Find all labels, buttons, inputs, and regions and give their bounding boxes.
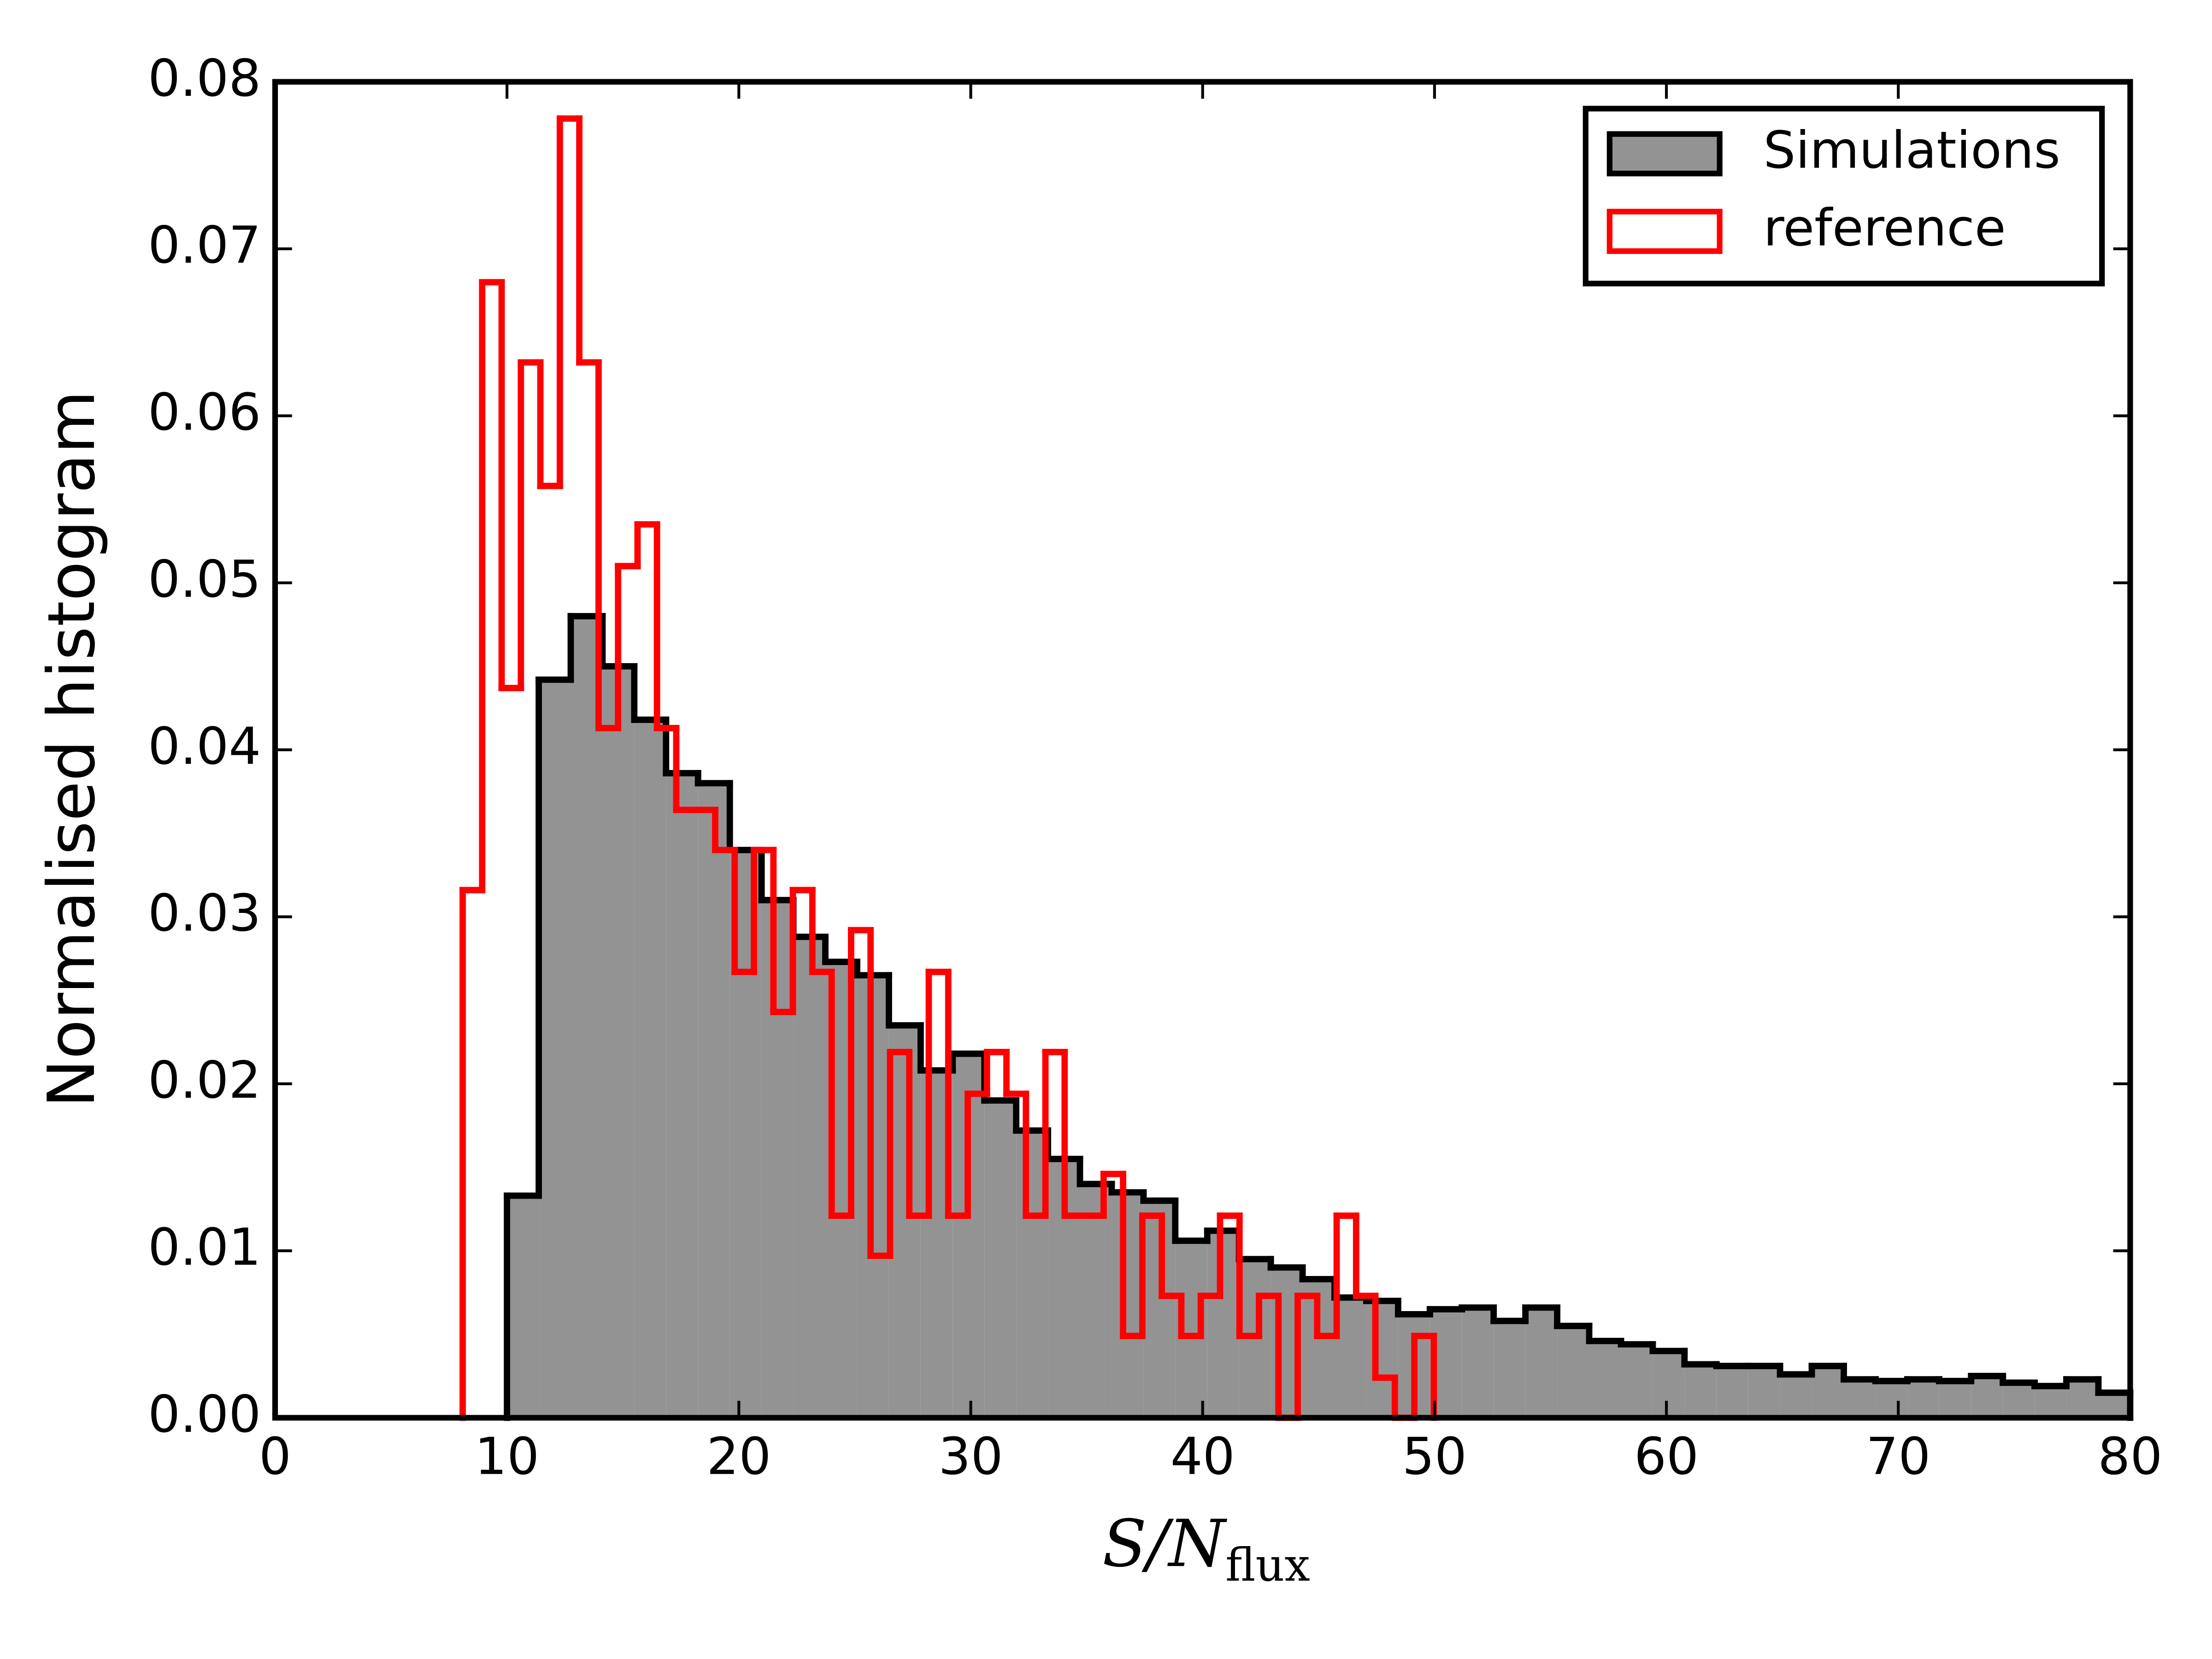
x-tick-label: 60 xyxy=(1634,1427,1699,1486)
x-tick-label: 30 xyxy=(938,1427,1003,1486)
hist-bar xyxy=(761,900,794,1418)
y-tick-label: 0.06 xyxy=(148,383,261,442)
x-tick-label: 0 xyxy=(259,1427,291,1486)
hist-bar xyxy=(1462,1307,1494,1418)
hist-bar xyxy=(888,1025,921,1418)
x-axis-label: S/Nflux xyxy=(1102,1506,1310,1592)
legend-label: Simulations xyxy=(1764,121,2060,180)
hist-bar xyxy=(1589,1341,1621,1418)
hist-bar xyxy=(1748,1366,1780,1418)
hist-bar xyxy=(2098,1393,2130,1418)
hist-bar xyxy=(602,666,635,1418)
hist-bar xyxy=(1494,1321,1526,1418)
y-tick-label: 0.00 xyxy=(148,1385,261,1444)
y-tick-label: 0.04 xyxy=(148,717,261,776)
histogram-series xyxy=(459,115,1437,1421)
hist-bar xyxy=(984,1100,1017,1418)
hist-bar xyxy=(793,936,826,1418)
hist-bar xyxy=(1812,1366,1844,1418)
x-label-main: S/N xyxy=(1102,1506,1228,1582)
x-tick-label: 40 xyxy=(1171,1427,1235,1486)
y-tick-label: 0.05 xyxy=(148,550,261,609)
y-tick-label: 0.07 xyxy=(148,216,261,275)
legend-label: reference xyxy=(1764,198,2006,257)
hist-bar xyxy=(1080,1184,1112,1418)
y-tick-label: 0.02 xyxy=(148,1051,261,1110)
hist-bar xyxy=(1844,1379,1876,1418)
hist-bar xyxy=(2066,1379,2099,1418)
hist-bar xyxy=(2035,1386,2067,1418)
hist-bar xyxy=(571,616,603,1418)
legend-swatch xyxy=(1606,209,1723,254)
x-tick-label: 50 xyxy=(1402,1427,1467,1486)
hist-bar xyxy=(1621,1344,1653,1418)
hist-bar xyxy=(1939,1381,1971,1418)
hist-bar xyxy=(666,773,698,1418)
histogram-series xyxy=(504,613,2134,1421)
hist-bar xyxy=(1780,1374,1812,1418)
x-tick-label: 10 xyxy=(475,1427,539,1486)
legend-swatch xyxy=(1606,131,1723,176)
hist-bar xyxy=(634,719,666,1418)
x-label-sub: flux xyxy=(1225,1539,1310,1592)
hist-bar xyxy=(1525,1307,1558,1418)
hist-bar xyxy=(1716,1366,1748,1418)
y-axis-label: Normalised histogram xyxy=(34,390,110,1107)
x-tick-label: 70 xyxy=(1866,1427,1930,1486)
x-tick-label: 20 xyxy=(706,1427,771,1486)
hist-bar xyxy=(1875,1381,1907,1418)
y-tick-label: 0.08 xyxy=(148,49,261,108)
y-tick-label: 0.03 xyxy=(148,884,261,943)
hist-bar xyxy=(698,783,730,1418)
hist-bar xyxy=(1335,1297,1366,1418)
y-tick-label: 0.01 xyxy=(148,1218,261,1277)
hist-bar xyxy=(1907,1379,1939,1418)
hist-bar xyxy=(2003,1382,2035,1418)
hist-bar xyxy=(507,1195,539,1418)
hist-bar xyxy=(1557,1326,1589,1418)
hist-bar xyxy=(1653,1351,1685,1418)
hist-bar xyxy=(539,679,571,1418)
x-tick-label: 80 xyxy=(2098,1427,2162,1486)
hist-bar xyxy=(1684,1364,1717,1418)
hist-bar xyxy=(1112,1192,1144,1418)
legend: Simulations reference xyxy=(1583,106,2105,287)
hist-bar xyxy=(1971,1376,2003,1418)
